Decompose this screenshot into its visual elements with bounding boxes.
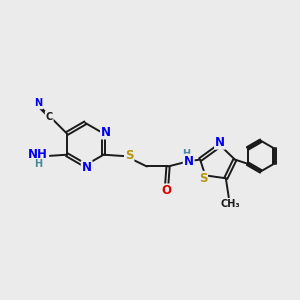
Text: O: O	[162, 184, 172, 197]
Text: S: S	[199, 172, 207, 185]
Text: N: N	[215, 136, 225, 149]
Text: H: H	[34, 159, 42, 170]
Text: N: N	[34, 98, 42, 109]
Text: NH: NH	[28, 148, 48, 161]
Text: N: N	[101, 125, 111, 139]
Text: CH₃: CH₃	[220, 199, 240, 209]
Text: H: H	[182, 148, 190, 158]
Text: C: C	[46, 112, 53, 122]
Text: N: N	[184, 155, 194, 168]
Text: S: S	[125, 149, 134, 162]
Text: N: N	[82, 161, 92, 174]
